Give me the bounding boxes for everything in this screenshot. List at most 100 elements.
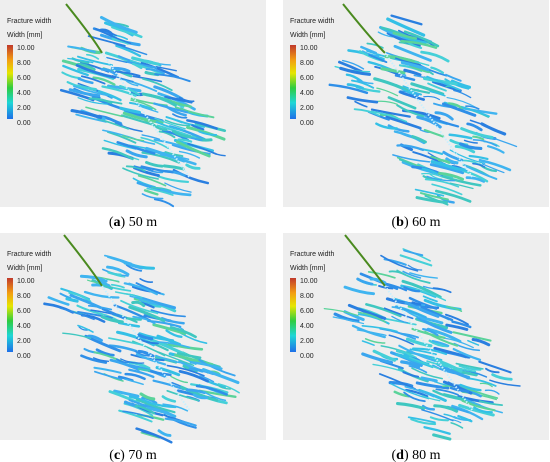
fracture [449,182,474,190]
fracture [113,70,141,77]
fracture [431,183,463,196]
fracture [453,89,472,99]
color-bar-label: 8.00 [300,60,314,67]
fracture [186,125,226,141]
fracture [351,79,375,89]
caption-open: ( [391,215,396,230]
fracture [66,81,79,88]
fracture [338,60,363,73]
fracture [351,324,386,339]
fracture [164,182,192,193]
legend-title: Fracture width [7,251,51,258]
fracture [178,96,195,103]
fracture [441,102,477,117]
fracture [452,331,492,342]
caption: (a) 50 m [109,215,157,230]
fracture [467,339,480,346]
wellbore [65,3,103,54]
fracture [122,410,154,420]
fracture [110,283,125,289]
fracture [79,274,108,283]
color-bar-label: 8.00 [17,60,31,67]
fracture [478,158,512,172]
fracture [139,392,156,401]
fracture [460,127,494,139]
wellbore-lateral [101,285,191,412]
fracture [153,198,175,208]
fracture [392,31,418,40]
color-bar-label: 10.00 [17,278,35,285]
fracture [408,365,428,374]
fracture [124,378,144,386]
fracture [116,141,156,155]
fracture [383,307,414,320]
color-bar-label: 2.00 [17,105,31,112]
fracture [67,57,94,64]
fracture [353,108,381,117]
fracture [142,77,173,92]
fracture [360,45,378,55]
fracture [106,265,130,276]
fracture [161,395,177,403]
fracture [137,105,159,113]
fracture [356,79,374,85]
fracture [445,323,469,331]
fracture [432,364,463,376]
fracture [409,88,431,94]
fracture [62,64,89,77]
fracture [405,388,429,398]
fracture [59,292,72,300]
fracture [141,134,161,140]
fracture [101,307,126,320]
fracture [146,401,177,409]
fracture [100,315,124,324]
fracture [455,362,484,370]
fracture [457,414,473,423]
fracture [429,163,465,175]
fracture [133,165,154,172]
fracture [323,307,359,317]
color-bar-label: 0.00 [17,353,31,360]
fracture [80,75,106,85]
fracture [95,27,132,45]
fracture [408,296,438,310]
fracture [478,400,503,406]
fracture [444,337,474,349]
fracture [448,133,473,140]
fracture [370,108,411,118]
fracture [177,138,193,143]
fracture [176,351,202,360]
caption-rest: ) 60 m [404,215,441,230]
fracture [167,342,204,351]
legend-unit: Width [mm] [290,265,325,272]
fracture [216,384,232,390]
color-bar-label: 10.00 [300,45,318,52]
legend-title: Fracture width [290,18,334,25]
fracture [198,359,236,377]
fracture [478,360,512,374]
fracture [161,129,190,142]
fracture [415,381,450,390]
fracture [77,310,113,319]
fracture [419,192,449,201]
fracture [376,100,398,105]
fracture [458,403,495,417]
fracture [429,173,443,180]
fracture [399,90,425,101]
fracture [394,305,427,319]
fracture [449,149,486,165]
fracture-network [59,15,227,208]
fracture [411,367,443,380]
fracture [435,189,472,203]
fracture [462,169,489,183]
fracture [395,349,417,360]
fracture [421,404,436,411]
fracture [404,385,435,398]
fracture [85,53,100,60]
wellbore-lateral [101,52,191,179]
fracture [380,254,419,272]
fracture [414,60,430,66]
fracture [145,146,186,163]
fracture [120,358,145,364]
fracture [152,323,187,335]
